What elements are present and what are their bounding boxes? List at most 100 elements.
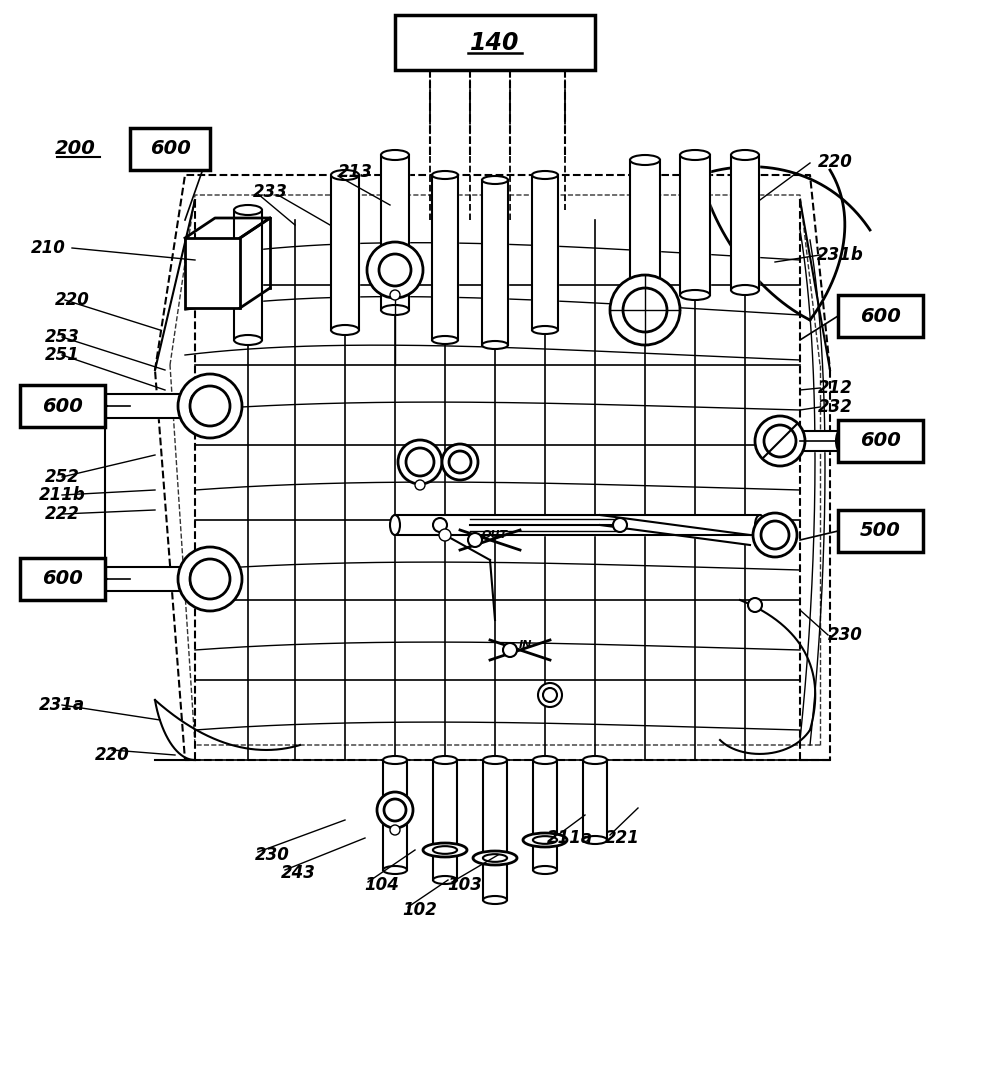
Text: 230: 230 [828,626,862,644]
Ellipse shape [482,176,508,184]
Circle shape [623,288,667,332]
Ellipse shape [390,515,400,535]
Polygon shape [630,160,660,310]
Polygon shape [100,394,195,418]
Circle shape [415,480,425,490]
Ellipse shape [234,335,262,345]
Ellipse shape [95,567,105,591]
Text: 231a: 231a [39,696,85,714]
Polygon shape [470,519,620,531]
Text: 231b: 231b [817,246,863,264]
Circle shape [753,514,797,557]
Circle shape [406,448,434,477]
Circle shape [367,242,423,298]
Ellipse shape [331,170,359,180]
Polygon shape [383,761,407,870]
Text: 600: 600 [859,307,901,325]
Ellipse shape [680,150,710,160]
Ellipse shape [95,394,105,418]
Ellipse shape [483,756,507,764]
Ellipse shape [381,305,409,316]
Circle shape [433,518,447,532]
Text: 140: 140 [470,30,520,55]
Circle shape [543,688,557,702]
Text: 222: 222 [45,505,79,523]
Ellipse shape [583,836,607,844]
Text: 230: 230 [254,846,289,864]
Text: 221: 221 [605,829,640,846]
Polygon shape [100,567,195,591]
Ellipse shape [331,325,359,335]
Text: 220: 220 [818,153,852,171]
Circle shape [398,440,442,484]
Ellipse shape [532,171,558,180]
Text: 211b: 211b [39,486,85,504]
Text: 252: 252 [45,468,79,486]
Ellipse shape [836,431,844,452]
Bar [20,558,105,599]
Text: 251: 251 [45,346,79,364]
Circle shape [613,518,627,532]
Bar [838,510,923,552]
Ellipse shape [533,866,557,874]
Polygon shape [780,431,840,452]
Text: 253: 253 [45,327,79,346]
Polygon shape [433,761,457,880]
Text: 213: 213 [338,163,372,181]
Circle shape [178,374,242,438]
Polygon shape [680,154,710,295]
Circle shape [538,683,562,707]
Circle shape [503,643,517,657]
Ellipse shape [523,833,567,846]
Circle shape [764,425,796,457]
Ellipse shape [433,876,457,883]
Bar [395,15,595,70]
Ellipse shape [532,326,558,334]
Ellipse shape [483,854,507,862]
Ellipse shape [383,866,407,874]
Text: 243: 243 [280,864,316,882]
Circle shape [384,799,406,821]
Polygon shape [234,210,262,339]
Text: 103: 103 [447,876,482,894]
Polygon shape [731,154,759,290]
Ellipse shape [776,431,784,452]
Text: 220: 220 [95,746,130,764]
Ellipse shape [533,837,557,844]
Ellipse shape [381,150,409,160]
Circle shape [755,416,805,466]
Polygon shape [331,175,359,330]
Circle shape [377,792,413,828]
Ellipse shape [630,305,660,316]
Ellipse shape [473,851,517,865]
Ellipse shape [755,515,765,535]
Ellipse shape [483,897,507,904]
Text: 102: 102 [403,901,438,919]
Text: 220: 220 [54,290,89,309]
Polygon shape [395,515,760,535]
Bar [20,385,105,426]
Text: OUT: OUT [482,530,508,540]
Polygon shape [432,175,458,339]
Circle shape [379,254,411,286]
Circle shape [761,521,789,549]
Polygon shape [600,515,750,545]
Ellipse shape [731,285,759,295]
Ellipse shape [432,336,458,344]
Text: 600: 600 [859,432,901,450]
Polygon shape [583,761,607,840]
Text: IN: IN [519,640,532,650]
Circle shape [178,547,242,611]
Ellipse shape [731,150,759,160]
Bar [130,128,210,170]
Ellipse shape [680,290,710,300]
Circle shape [442,444,478,480]
Circle shape [190,386,230,426]
Circle shape [390,290,400,300]
Ellipse shape [423,843,467,857]
Ellipse shape [482,341,508,349]
Ellipse shape [433,846,457,854]
Circle shape [468,533,482,547]
Text: 500: 500 [859,521,901,541]
Text: 233: 233 [252,183,287,201]
